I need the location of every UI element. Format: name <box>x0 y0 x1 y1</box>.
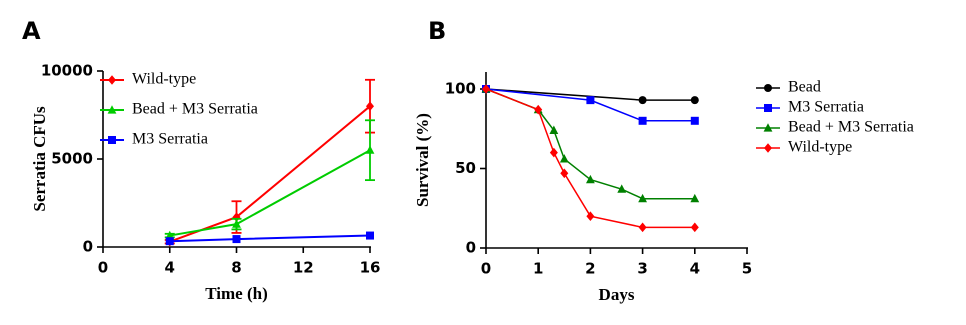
x-tick-label: 12 <box>293 259 314 277</box>
marker <box>366 101 374 111</box>
y-axis-label: Serratia CFUs <box>30 106 49 212</box>
x-tick-label: 4 <box>165 259 175 277</box>
marker <box>165 237 174 246</box>
y-tick-label: 5000 <box>51 150 93 168</box>
series-line <box>169 234 371 243</box>
x-tick-label: 4 <box>690 260 700 278</box>
marker <box>617 184 627 193</box>
marker <box>690 116 699 125</box>
marker <box>586 96 595 105</box>
y-tick-label: 0 <box>466 239 476 257</box>
x-tick-label: 8 <box>231 259 241 277</box>
y-tick-label: 10000 <box>41 62 93 80</box>
marker <box>232 235 241 244</box>
y-axis-label: Survival (%) <box>413 113 432 207</box>
y-tick-label: 100 <box>445 80 476 98</box>
marker <box>560 168 569 179</box>
x-tick-label: 3 <box>637 260 647 278</box>
x-axis-label: Days <box>599 285 635 304</box>
legend-label: Wild-type <box>788 139 852 156</box>
legend-marker <box>763 123 773 132</box>
legend-marker <box>108 75 116 85</box>
marker <box>638 116 647 125</box>
y-tick-label: 50 <box>455 159 476 177</box>
marker <box>365 145 375 154</box>
panel-label: A <box>22 17 41 45</box>
marker <box>586 211 595 221</box>
x-tick-label: 0 <box>98 259 108 277</box>
series-line <box>169 149 371 237</box>
x-tick-label: 2 <box>585 260 595 278</box>
legend-marker <box>764 104 772 112</box>
marker <box>165 230 175 240</box>
marker <box>559 154 569 163</box>
marker <box>690 222 699 233</box>
series-line <box>485 88 695 229</box>
marker <box>232 212 241 222</box>
legend-marker <box>764 84 772 92</box>
marker <box>549 125 559 134</box>
marker <box>232 219 241 228</box>
marker <box>690 193 700 203</box>
x-tick-label: 1 <box>533 260 543 278</box>
legend-label: Bead + M3 Serratia <box>132 101 258 118</box>
x-axis-label: Time (h) <box>205 284 268 303</box>
marker <box>638 96 647 105</box>
x-tick-label: 16 <box>360 259 381 277</box>
marker <box>690 96 699 105</box>
legend-marker <box>107 105 117 114</box>
legend-label: Wild-type <box>132 71 196 88</box>
marker <box>638 193 647 203</box>
marker <box>534 104 543 115</box>
series-line <box>169 105 371 243</box>
panel-label: B <box>428 17 446 45</box>
series-line <box>485 88 695 122</box>
marker <box>638 222 647 233</box>
legend-label: Bead <box>788 79 821 96</box>
legend-label: M3 Serratia <box>788 99 864 116</box>
marker <box>549 147 558 158</box>
marker <box>482 84 490 94</box>
x-tick-label: 0 <box>481 260 491 278</box>
marker <box>366 231 374 240</box>
legend-marker <box>108 136 116 144</box>
y-tick-label: 0 <box>83 238 93 256</box>
x-tick-label: 5 <box>742 260 752 278</box>
marker <box>586 174 595 184</box>
legend-label: M3 Serratia <box>132 131 208 148</box>
legend-marker <box>764 143 772 153</box>
legend-label: Bead + M3 Serratia <box>788 119 914 136</box>
